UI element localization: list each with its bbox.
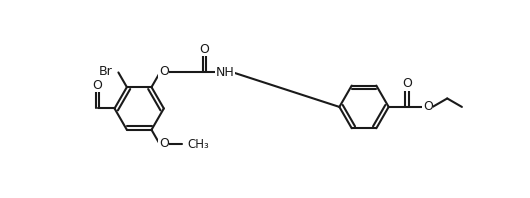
Text: Br: Br [99, 65, 112, 78]
Text: O: O [402, 77, 412, 90]
Text: CH₃: CH₃ [188, 138, 209, 151]
Text: NH: NH [215, 66, 234, 79]
Text: O: O [423, 100, 433, 113]
Text: O: O [159, 65, 169, 78]
Text: O: O [200, 43, 209, 56]
Text: O: O [159, 137, 169, 150]
Text: O: O [93, 79, 102, 92]
